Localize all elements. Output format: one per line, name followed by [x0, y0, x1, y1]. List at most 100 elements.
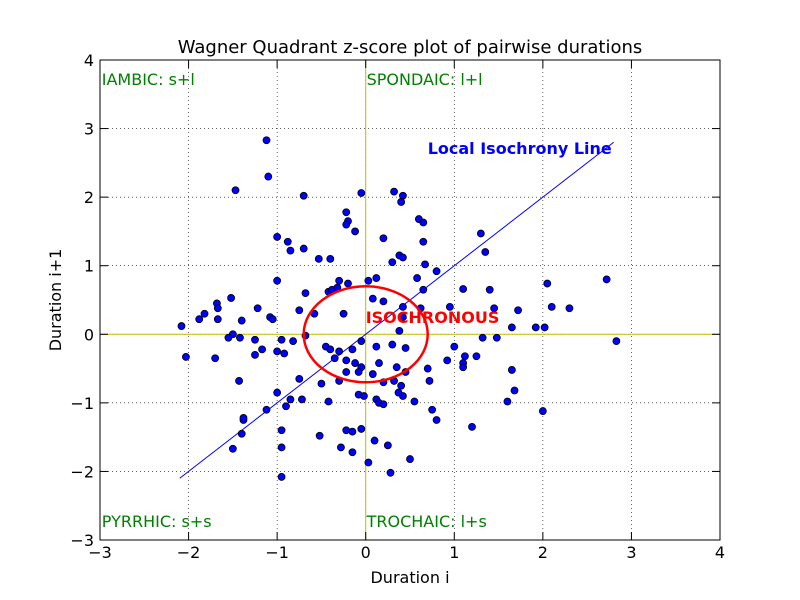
- data-point: [531, 323, 540, 332]
- data-point: [337, 443, 345, 452]
- data-point: [540, 323, 549, 332]
- data-point: [277, 473, 286, 481]
- data-point: [262, 136, 271, 145]
- data-point: [410, 397, 419, 406]
- tick-labels: −3 −2 −1 0 1 2 3 4 −3 −2 −1 0 1 2 3 4: [70, 51, 725, 562]
- data-point: [413, 274, 421, 282]
- isochronous-ellipse-layer: [302, 285, 429, 384]
- y-tick-label: 0: [84, 325, 94, 344]
- data-point: [538, 407, 547, 415]
- x-tick-label: 0: [361, 543, 371, 562]
- data-point: [277, 335, 286, 344]
- data-point: [445, 302, 454, 311]
- data-point: [268, 315, 277, 324]
- data-point: [490, 304, 499, 313]
- data-point: [468, 422, 476, 431]
- data-point: [419, 285, 428, 294]
- data-point: [298, 395, 306, 404]
- data-point: [324, 397, 333, 406]
- data-point: [299, 191, 308, 200]
- data-point: [397, 198, 406, 206]
- data-point: [280, 349, 289, 358]
- data-point: [253, 304, 262, 313]
- data-point: [251, 350, 259, 359]
- data-point: [277, 443, 286, 452]
- data-point: [425, 377, 434, 385]
- data-point: [368, 294, 377, 303]
- data-point: [342, 208, 351, 217]
- data-point: [301, 289, 310, 298]
- isochrony-line-label: Local Isochrony Line: [428, 139, 612, 158]
- data-point: [399, 313, 407, 322]
- data-point: [368, 370, 377, 378]
- data-point: [364, 276, 373, 285]
- data-point: [461, 352, 469, 361]
- data-point: [283, 237, 292, 246]
- data-point: [472, 352, 481, 361]
- data-point: [282, 402, 290, 411]
- data-point: [492, 333, 501, 342]
- data-point: [476, 229, 485, 238]
- data-point: [379, 400, 388, 409]
- data-point: [182, 353, 190, 361]
- y-tick-label: −2: [70, 462, 94, 481]
- data-point: [335, 276, 344, 285]
- data-point: [200, 309, 209, 318]
- data-point: [348, 427, 357, 436]
- data-point: [195, 315, 204, 324]
- data-point: [354, 368, 363, 376]
- data-point: [357, 425, 366, 433]
- data-point: [326, 345, 335, 354]
- data-point: [459, 285, 468, 293]
- data-point: [565, 304, 574, 313]
- data-point: [273, 347, 282, 356]
- data-point: [392, 363, 401, 372]
- data-point: [485, 285, 494, 294]
- data-point: [602, 275, 611, 284]
- data-point: [335, 347, 344, 356]
- data-point: [273, 388, 282, 397]
- data-point: [364, 458, 373, 467]
- data-point: [510, 386, 519, 395]
- data-point: [344, 279, 352, 288]
- x-tick-label: −1: [265, 543, 289, 562]
- y-tick-label: 1: [84, 257, 94, 276]
- y-tick-label: −3: [70, 531, 94, 550]
- data-point: [237, 429, 246, 438]
- data-point: [357, 189, 366, 197]
- data-point: [379, 297, 388, 306]
- data-point: [228, 444, 237, 453]
- data-point: [543, 279, 552, 288]
- x-tick-label: −2: [177, 543, 201, 562]
- data-point: [299, 244, 308, 253]
- y-tick-label: −1: [70, 394, 94, 413]
- data-point: [423, 364, 432, 373]
- data-point: [251, 335, 259, 344]
- data-point: [348, 345, 357, 354]
- data-point: [342, 356, 351, 365]
- data-point: [399, 302, 407, 311]
- data-point: [419, 218, 428, 227]
- isochronous-ellipse: [302, 285, 429, 384]
- data-point: [237, 316, 246, 325]
- data-point: [213, 315, 222, 324]
- data-point: [286, 395, 295, 404]
- data-point: [213, 304, 222, 313]
- data-point: [262, 405, 271, 414]
- data-point: [388, 258, 397, 267]
- isochronous-label: ISOCHRONOUS: [366, 308, 500, 327]
- data-point: [370, 436, 379, 445]
- data-point: [390, 187, 398, 196]
- x-tick-label: −3: [88, 543, 112, 562]
- data-point: [388, 340, 397, 349]
- data-point: [351, 359, 359, 367]
- data-point: [395, 326, 404, 335]
- data-point: [397, 381, 406, 390]
- chart-title: Wagner Quadrant z-score plot of pairwise…: [178, 37, 643, 58]
- data-point: [273, 233, 282, 241]
- data-point: [450, 342, 459, 351]
- data-point: [330, 354, 339, 363]
- plot-frame: [99, 59, 721, 541]
- data-point: [224, 333, 233, 342]
- data-point: [295, 374, 304, 383]
